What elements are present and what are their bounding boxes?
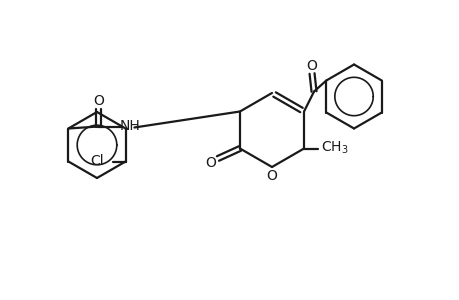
Text: O: O	[306, 58, 317, 73]
Text: NH: NH	[120, 118, 140, 133]
Text: O: O	[205, 155, 216, 170]
Text: O: O	[93, 94, 104, 107]
Text: O: O	[266, 169, 277, 183]
Text: CH$_3$: CH$_3$	[320, 139, 348, 156]
Text: Cl: Cl	[90, 154, 103, 167]
